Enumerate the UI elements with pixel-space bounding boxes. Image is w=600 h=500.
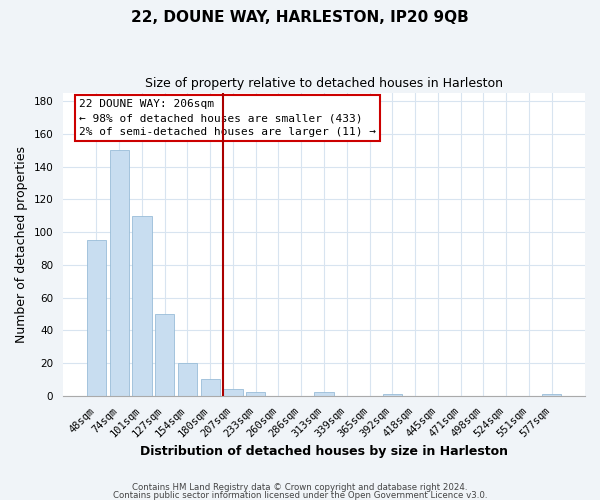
Bar [223,389,242,396]
Bar [178,363,197,396]
Text: 22 DOUNE WAY: 206sqm
← 98% of detached houses are smaller (433)
2% of semi-detac: 22 DOUNE WAY: 206sqm ← 98% of detached h… [79,99,376,137]
Bar [110,150,129,396]
Bar [246,392,265,396]
Text: 22, DOUNE WAY, HARLESTON, IP20 9QB: 22, DOUNE WAY, HARLESTON, IP20 9QB [131,10,469,25]
Bar [314,392,334,396]
Bar [200,380,220,396]
Bar [155,314,175,396]
Bar [132,216,152,396]
Bar [542,394,561,396]
Text: Contains HM Land Registry data © Crown copyright and database right 2024.: Contains HM Land Registry data © Crown c… [132,484,468,492]
Bar [87,240,106,396]
Title: Size of property relative to detached houses in Harleston: Size of property relative to detached ho… [145,78,503,90]
X-axis label: Distribution of detached houses by size in Harleston: Distribution of detached houses by size … [140,444,508,458]
Y-axis label: Number of detached properties: Number of detached properties [15,146,28,343]
Bar [383,394,402,396]
Text: Contains public sector information licensed under the Open Government Licence v3: Contains public sector information licen… [113,490,487,500]
